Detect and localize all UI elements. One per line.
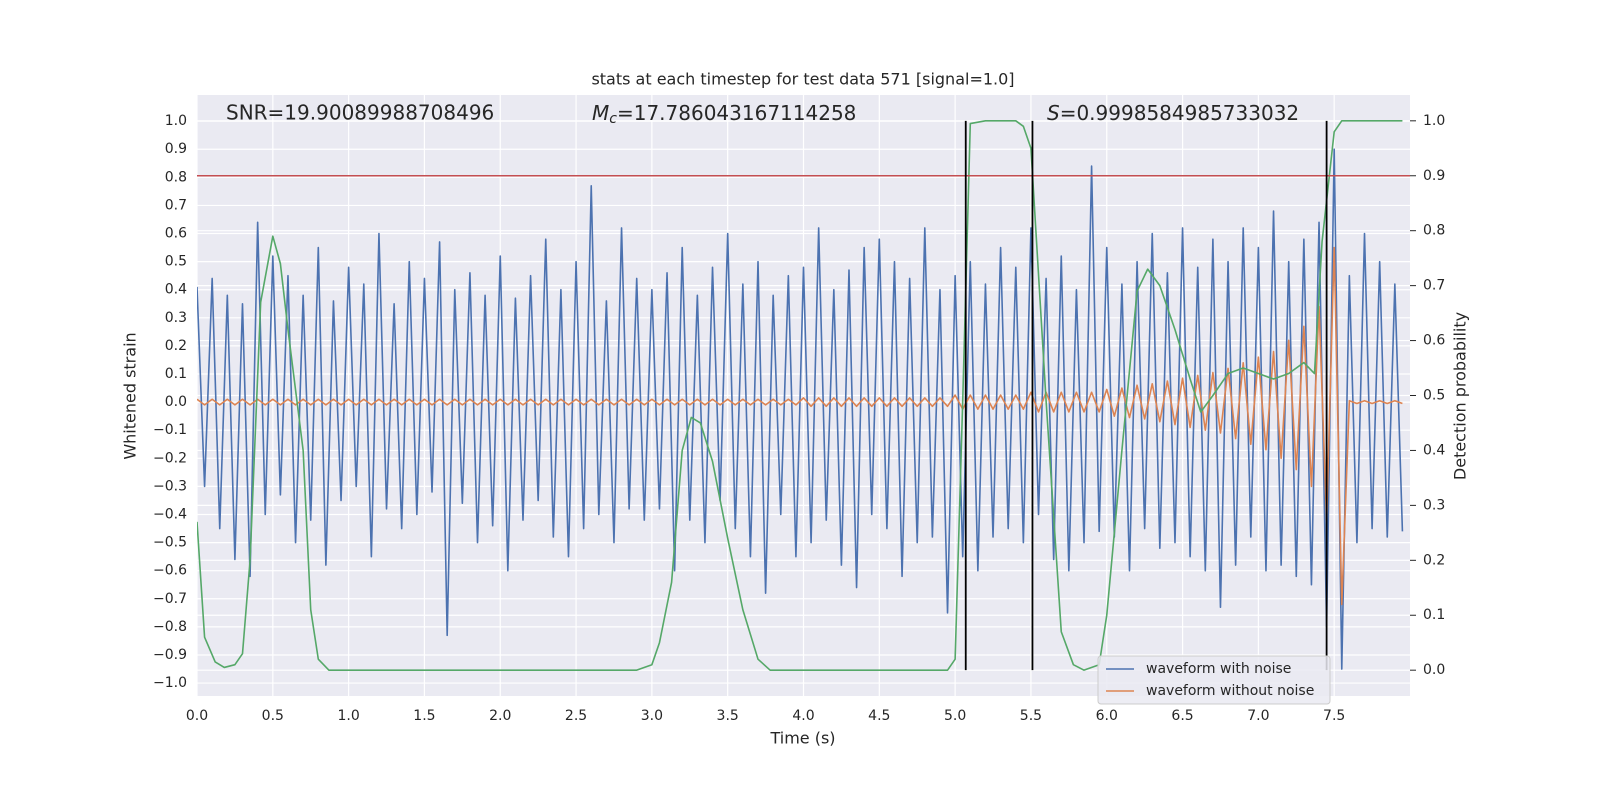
y-tick-label: 0.9 xyxy=(165,141,187,157)
y2-tick-label: 0.6 xyxy=(1423,333,1445,349)
y-tick-label: 0.8 xyxy=(165,169,187,185)
x-tick-label: 5.0 xyxy=(944,708,966,724)
x-tick-label: 2.0 xyxy=(489,708,511,724)
y2-tick-label: 0.4 xyxy=(1423,442,1445,458)
ticks: 0.0 0.5 1.0 1.5 2.0 2.5 3.0 3.5 4.0 4.5 5.0 5.5 6.0 6… xyxy=(153,113,1445,724)
y-tick-label: −0.9 xyxy=(153,647,187,663)
y2-tick-label: 0.0 xyxy=(1423,662,1445,678)
x-tick-label: 3.0 xyxy=(641,708,663,724)
annotation-subscript: c xyxy=(609,111,617,127)
x-axis-label: Time (s) xyxy=(769,729,835,748)
y2-tick-label: 0.2 xyxy=(1423,552,1445,568)
y-tick-label: 0.3 xyxy=(165,310,187,326)
marks xyxy=(197,120,1410,671)
y-tick-label: 0.4 xyxy=(165,282,187,298)
y-tick-label: −0.8 xyxy=(153,619,187,635)
x-tick-label: 0.0 xyxy=(186,708,208,724)
x-tick-label: 1.0 xyxy=(337,708,359,724)
y2-tick-label: 0.7 xyxy=(1423,278,1445,294)
x-tick-label: 4.0 xyxy=(792,708,814,724)
y2-tick-label: 0.8 xyxy=(1423,223,1445,239)
x-tick-label: 7.5 xyxy=(1323,708,1345,724)
y-tick-label: −0.7 xyxy=(153,591,187,607)
grid xyxy=(196,95,1410,696)
series-line xyxy=(197,246,1403,606)
y-tick-label: 0.1 xyxy=(165,366,187,382)
y-tick-label: 0.5 xyxy=(165,254,187,270)
x-tick-label: 4.5 xyxy=(868,708,890,724)
x-tick-label: 6.0 xyxy=(1096,708,1118,724)
x-tick-label: 3.5 xyxy=(717,708,739,724)
y2-axis-label: Detection probability xyxy=(1451,312,1470,480)
y-tick-label: −0.2 xyxy=(153,450,187,466)
legend: waveform with noise waveform without nois… xyxy=(1097,655,1331,705)
x-tick-label: 2.5 xyxy=(565,708,587,724)
x-tick-label: 0.5 xyxy=(262,708,284,724)
y-axis-label: Whitened strain xyxy=(121,332,140,459)
annotation: Mc=17.786043167114258 xyxy=(592,101,856,128)
y-tick-label: 0.2 xyxy=(165,338,187,354)
chart-title: stats at each timestep for test data 571… xyxy=(591,70,1014,89)
annotation-symbol: M xyxy=(592,101,609,125)
y-tick-label: −0.6 xyxy=(153,563,187,579)
y-tick-label: −0.1 xyxy=(153,422,187,438)
x-tick-label: 5.5 xyxy=(1020,708,1042,724)
y2-tick-label: 0.5 xyxy=(1423,388,1445,404)
annotation-symbol: S xyxy=(1047,101,1060,125)
x-tick-label: 7.0 xyxy=(1247,708,1269,724)
legend-label: waveform without noise xyxy=(1146,683,1314,699)
y-tick-label: −0.5 xyxy=(153,535,187,551)
series-line xyxy=(197,148,1404,670)
annotation-value: =17.786043167114258 xyxy=(617,101,856,125)
y-tick-label: −1.0 xyxy=(153,675,187,691)
y-tick-label: −0.3 xyxy=(153,478,187,494)
legend-label: waveform with noise xyxy=(1146,661,1291,677)
legend-box xyxy=(1097,655,1331,705)
annotation: SNR=19.90089988708496 xyxy=(226,101,494,125)
y2-tick-label: 1.0 xyxy=(1423,113,1445,129)
y-tick-label: −0.4 xyxy=(153,506,187,522)
x-tick-label: 6.5 xyxy=(1171,708,1193,724)
y-tick-label: 0.0 xyxy=(165,394,187,410)
y-tick-label: 1.0 xyxy=(165,113,187,129)
y2-tick-label: 0.3 xyxy=(1423,497,1445,513)
y-tick-label: 0.6 xyxy=(165,226,187,242)
annotation-value: =0.9998584985733032 xyxy=(1060,101,1299,125)
y2-tick-label: 0.1 xyxy=(1423,607,1445,623)
y2-tick-label: 0.9 xyxy=(1423,168,1445,184)
x-tick-label: 1.5 xyxy=(413,708,435,724)
y-tick-label: 0.7 xyxy=(165,197,187,213)
annotation: S=0.9998584985733032 xyxy=(1047,101,1299,125)
